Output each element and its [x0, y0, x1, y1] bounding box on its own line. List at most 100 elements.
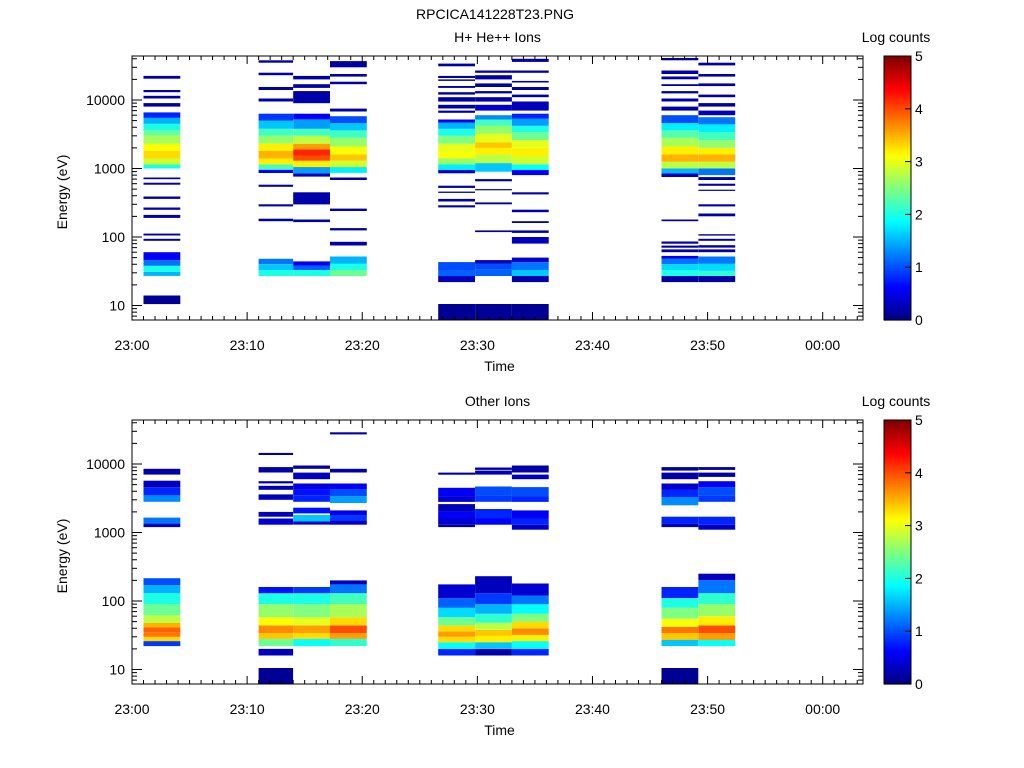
heatmap-cell — [475, 125, 512, 134]
colorbar-segment — [884, 74, 911, 78]
heatmap-cell — [143, 468, 181, 475]
colorbar-segment — [884, 593, 911, 596]
heatmap-cell — [330, 496, 367, 503]
x-tick-label: 23:50 — [690, 701, 725, 717]
heatmap-cell — [475, 518, 512, 525]
heatmap-cell — [698, 616, 736, 626]
colorbar-tick-label: 4 — [915, 101, 923, 117]
colorbar-segment — [884, 448, 911, 452]
heatmap-cell — [475, 189, 512, 191]
y-tick-label: 10000 — [86, 456, 125, 472]
heatmap-cell — [293, 587, 330, 594]
colorbar-segment — [884, 64, 911, 67]
colorbar-segment — [884, 671, 911, 675]
heatmap-cell — [661, 219, 699, 222]
heatmap-cell — [438, 648, 475, 656]
heatmap-cell — [511, 87, 549, 90]
x-tick-label: 23:50 — [690, 337, 725, 353]
heatmap-cell — [661, 168, 699, 174]
colorbar-segment — [884, 494, 911, 497]
colorbar-segment — [884, 465, 911, 469]
heatmap-cell — [475, 635, 512, 643]
colorbar-segment — [884, 231, 911, 234]
heatmap-cell — [661, 123, 699, 131]
x-tick-label: 23:20 — [345, 701, 380, 717]
heatmap-cell — [293, 489, 330, 496]
y-tick-label: 10 — [109, 662, 125, 678]
colorbar-segment — [884, 146, 911, 150]
heatmap-cell — [293, 604, 330, 618]
heatmap-cell — [511, 192, 549, 195]
heatmap-cell — [698, 249, 736, 253]
heatmap-cell — [511, 487, 549, 497]
heatmap-cell — [330, 625, 367, 634]
heatmap-cell — [661, 130, 699, 138]
colorbar-segment — [884, 527, 911, 530]
heatmap-cell — [438, 198, 475, 202]
colorbar-segment — [884, 572, 911, 576]
heatmap-cell — [330, 617, 367, 626]
colorbar-segment — [884, 547, 911, 551]
heatmap-cell — [475, 147, 512, 155]
heatmap-cell — [330, 61, 367, 68]
heatmap-cell — [258, 135, 294, 144]
colorbar-segment — [884, 432, 911, 436]
colorbar-segment — [884, 446, 911, 450]
colorbar-frame — [883, 419, 912, 685]
heatmap-cells — [143, 58, 736, 320]
heatmap-cell — [698, 580, 736, 594]
colorbar-segment — [884, 568, 911, 572]
heatmap-cell — [293, 84, 330, 88]
y-tick-label: 100 — [102, 593, 126, 609]
heatmap-cells — [143, 432, 736, 684]
heatmap-cell — [293, 119, 330, 129]
colorbar-segment — [884, 89, 911, 92]
colorbar-segment — [884, 434, 911, 438]
heatmap-cell — [330, 593, 367, 605]
colorbar-tick-label: 4 — [915, 465, 923, 481]
heatmap-cell — [475, 263, 512, 270]
heatmap-cell — [475, 163, 512, 172]
colorbar-segment — [884, 570, 911, 574]
heatmap-cell — [330, 116, 367, 124]
heatmap-cell — [258, 143, 294, 151]
heatmap-cell — [293, 507, 330, 514]
heatmap-cell — [330, 604, 367, 618]
heatmap-cell — [511, 524, 549, 530]
heatmap-cell — [661, 84, 699, 86]
heatmap-cell — [475, 269, 512, 276]
colorbar-segment — [884, 630, 911, 634]
heatmap-cell — [511, 641, 549, 649]
heatmap-cell — [143, 517, 181, 524]
heatmap-cell — [258, 113, 294, 121]
colorbar-segment — [884, 266, 911, 270]
heatmap-cell — [258, 169, 294, 173]
colorbar-segment — [884, 475, 911, 479]
heatmap-cell — [698, 83, 736, 87]
heatmap-cell — [438, 598, 475, 608]
heatmap-cell — [330, 520, 367, 525]
colorbar-segment — [884, 299, 911, 303]
heatmap-cell — [258, 481, 294, 484]
colorbar-segment — [884, 274, 911, 278]
colorbar-segment — [884, 216, 911, 220]
colorbar-segment — [884, 467, 911, 471]
heatmap-cell — [293, 173, 330, 177]
colorbar-segment — [884, 510, 911, 514]
heatmap-cell — [438, 119, 475, 123]
heatmap-cell — [511, 510, 549, 519]
heatmap-cell — [438, 636, 475, 643]
heatmap-cell — [258, 258, 294, 265]
colorbar-segment — [884, 115, 911, 119]
heatmap-cell — [438, 170, 475, 174]
heatmap-cell — [143, 252, 181, 261]
heatmap-cell — [475, 202, 512, 205]
heatmap-cell — [293, 515, 330, 522]
colorbar-segment — [884, 420, 911, 423]
heatmap-cell — [438, 511, 475, 519]
heatmap-cell — [511, 276, 549, 283]
colorbar-segment — [884, 138, 911, 142]
colorbar-segment — [884, 221, 911, 224]
colorbar-segment — [884, 60, 911, 63]
heatmap-cell — [698, 263, 736, 271]
